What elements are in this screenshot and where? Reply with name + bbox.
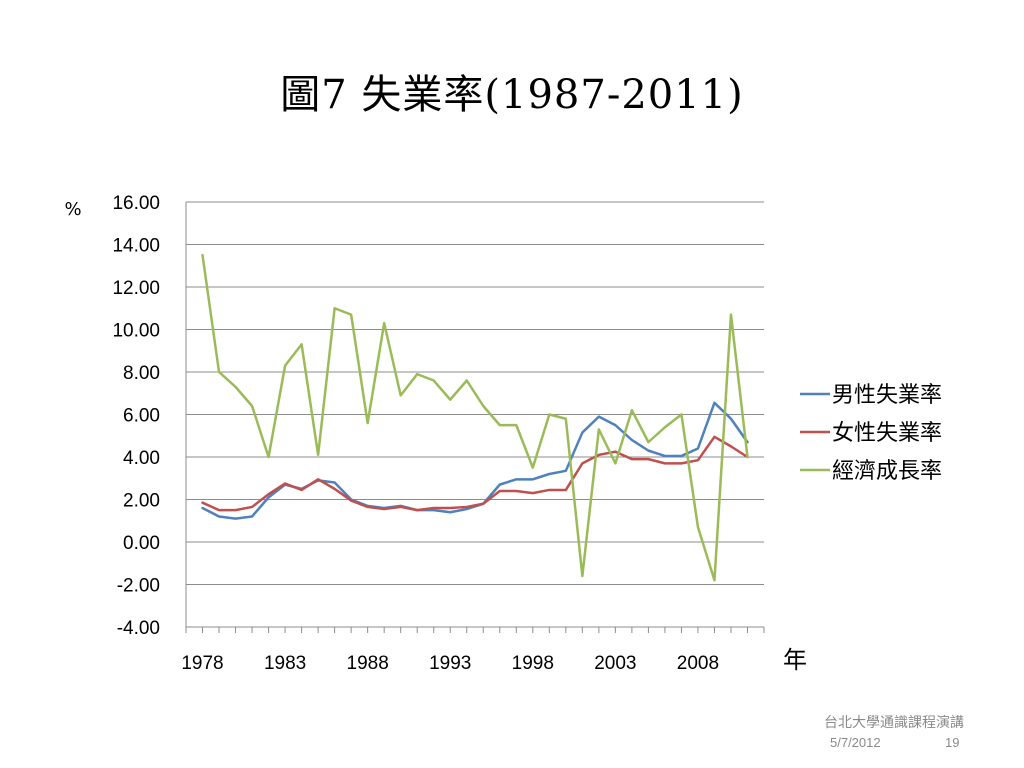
series-line (201, 401, 749, 520)
x-tick-label: 1993 (429, 653, 471, 674)
y-tick-label: 2.00 (123, 491, 160, 512)
line-chart: 16.00 14.00 12.00 10.00 8.00 6.00 4.00 2.00 0.00… (64, 193, 942, 674)
x-axis-label: 年 (783, 646, 807, 674)
legend-label: 女性失業率 (832, 421, 942, 446)
series-line (201, 435, 749, 512)
y-tick-label: 4.00 (123, 448, 160, 469)
y-tick-label: -4.00 (117, 618, 160, 639)
series-line (201, 253, 749, 582)
x-tick-label: 1988 (347, 653, 389, 674)
x-tick-label: 2003 (594, 653, 636, 674)
y-tick-label: 16.00 (112, 193, 160, 214)
axes (185, 202, 765, 633)
footer-organization: 台北大學通識課程演講 (824, 715, 964, 731)
footer-date: 5/7/2012 (830, 735, 881, 750)
y-tick-label: 14.00 (112, 236, 160, 257)
x-tick-label: 1983 (264, 653, 306, 674)
y-tick-label: 6.00 (123, 406, 160, 427)
x-tick-label: 2008 (677, 653, 719, 674)
grid-lines (186, 201, 764, 628)
series-lines (201, 253, 749, 582)
slide-title: 圖7 失業率(1987-2011) (280, 72, 744, 118)
y-tick-label: 12.00 (112, 278, 160, 299)
x-tick-labels: 1978 1983 1988 1993 1998 2003 2008 (181, 653, 719, 674)
y-tick-labels: 16.00 14.00 12.00 10.00 8.00 6.00 4.00 2.00 0.00… (112, 193, 160, 639)
y-tick-label: 8.00 (123, 363, 160, 384)
y-tick-label: 0.00 (123, 533, 160, 554)
y-tick-label: -2.00 (117, 576, 160, 597)
x-tick-label: 1998 (512, 653, 554, 674)
y-axis-label: % (64, 199, 81, 220)
legend-label: 男性失業率 (832, 383, 942, 408)
x-tick-label: 1978 (181, 653, 223, 674)
legend-label: 經濟成長率 (832, 459, 942, 484)
page-number: 19 (945, 735, 960, 750)
y-tick-label: 10.00 (112, 321, 160, 342)
